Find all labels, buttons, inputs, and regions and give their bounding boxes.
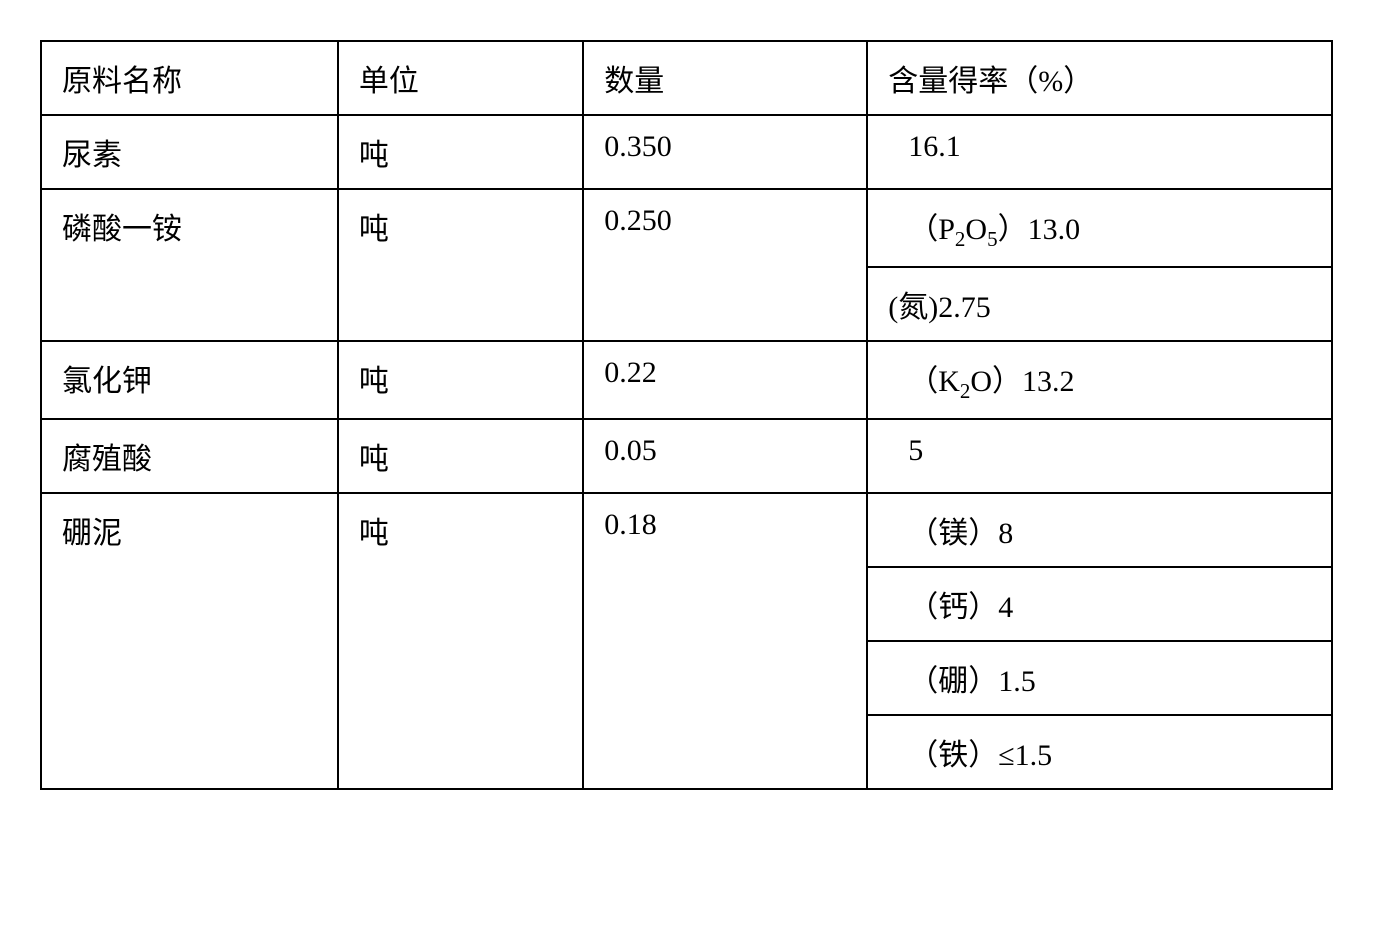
yield-value: （铁）≤1.5: [888, 739, 1052, 772]
cell-qty: 0.350: [583, 115, 867, 189]
header-name: 原料名称: [41, 41, 338, 115]
header-yield: 含量得率（%）: [867, 41, 1332, 115]
cell-yield: （K2O）13.2: [867, 341, 1332, 419]
yield-value: （P2O5）13.0: [888, 213, 1080, 246]
yield-value: 16.1: [888, 130, 961, 163]
cell-qty: 0.250: [583, 189, 867, 341]
cell-name: 尿素: [41, 115, 338, 189]
yield-value: （钙）4: [888, 591, 1013, 624]
cell-name: 硼泥: [41, 493, 338, 789]
cell-yield: （镁）8: [867, 493, 1332, 567]
header-unit: 单位: [338, 41, 583, 115]
header-qty: 数量: [583, 41, 867, 115]
table-row: 硼泥 吨 0.18 （镁）8: [41, 493, 1332, 567]
cell-unit: 吨: [338, 115, 583, 189]
table-row: 尿素 吨 0.350 16.1: [41, 115, 1332, 189]
yield-value: 5: [888, 434, 923, 467]
table-row: 磷酸一铵 吨 0.250 （P2O5）13.0: [41, 189, 1332, 267]
cell-unit: 吨: [338, 189, 583, 341]
cell-yield: （硼）1.5: [867, 641, 1332, 715]
cell-name: 磷酸一铵: [41, 189, 338, 341]
cell-yield: 16.1: [867, 115, 1332, 189]
cell-unit: 吨: [338, 419, 583, 493]
table-row: 腐殖酸 吨 0.05 5: [41, 419, 1332, 493]
cell-yield: （钙）4: [867, 567, 1332, 641]
cell-yield: （铁）≤1.5: [867, 715, 1332, 789]
header-row: 原料名称 单位 数量 含量得率（%）: [41, 41, 1332, 115]
yield-value: （硼）1.5: [888, 665, 1036, 698]
table-row: 氯化钾 吨 0.22 （K2O）13.2: [41, 341, 1332, 419]
cell-qty: 0.22: [583, 341, 867, 419]
cell-name: 氯化钾: [41, 341, 338, 419]
cell-unit: 吨: [338, 341, 583, 419]
yield-value: （镁）8: [888, 517, 1013, 550]
cell-yield: (氮)2.75: [867, 267, 1332, 341]
yield-value: （K2O）13.2: [888, 365, 1074, 398]
cell-unit: 吨: [338, 493, 583, 789]
cell-qty: 0.05: [583, 419, 867, 493]
cell-qty: 0.18: [583, 493, 867, 789]
cell-yield: 5: [867, 419, 1332, 493]
cell-name: 腐殖酸: [41, 419, 338, 493]
materials-table: 原料名称 单位 数量 含量得率（%） 尿素 吨 0.350 16.1 磷酸一铵 …: [40, 40, 1333, 790]
cell-yield: （P2O5）13.0: [867, 189, 1332, 267]
